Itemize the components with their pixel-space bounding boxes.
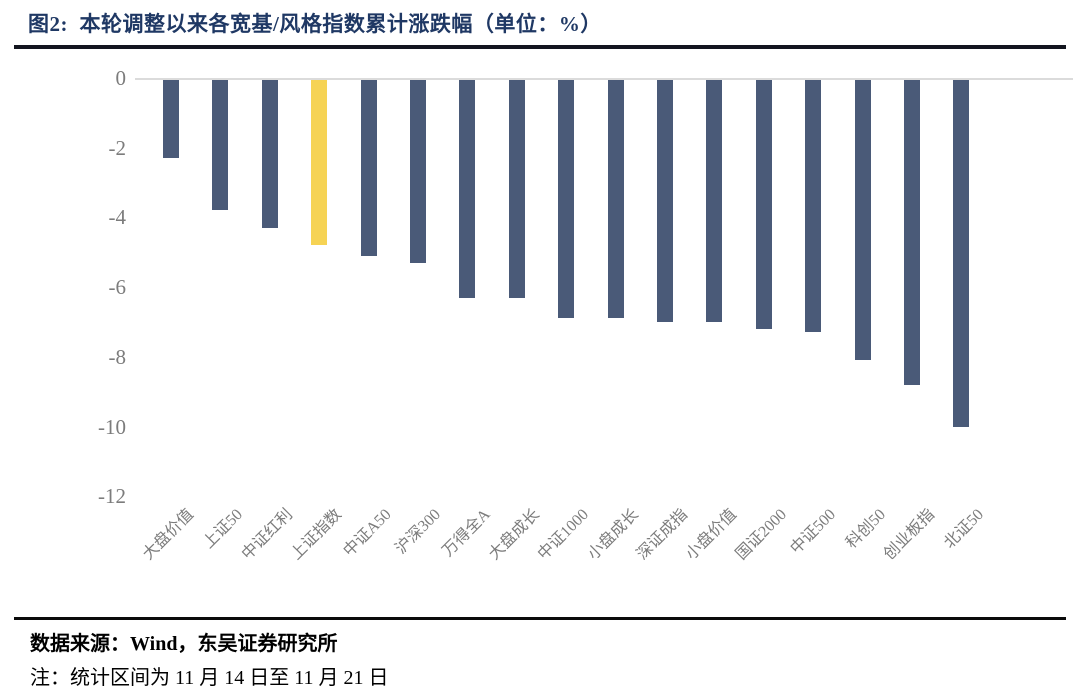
- x-category-label: 国证2000: [732, 506, 790, 564]
- x-category-label: 中证1000: [534, 506, 593, 564]
- bar: [410, 80, 426, 263]
- x-category-label: 大盘价值: [139, 506, 198, 564]
- x-category-label: 小盘价值: [683, 506, 741, 564]
- x-category-label: 上证50: [200, 506, 247, 552]
- x-category-label: 中证A50: [340, 506, 395, 561]
- y-tick-label: -12: [98, 484, 126, 509]
- bar-highlighted: [311, 80, 328, 246]
- x-category-label: 沪深300: [392, 506, 445, 558]
- bar: [953, 80, 970, 427]
- x-category-label: 万得全A: [439, 506, 494, 561]
- x-category-label: 深证成指: [633, 506, 692, 564]
- bar: [212, 80, 229, 211]
- y-tick-label: -6: [108, 275, 127, 300]
- y-tick-label: -4: [108, 205, 127, 230]
- x-category-label: 北证50: [941, 506, 988, 552]
- x-category-label: 科创50: [842, 506, 889, 552]
- figure-note-line: 注：统计区间为 11 月 14 日至 11 月 21 日: [30, 667, 389, 689]
- x-category-label: 小盘成长: [584, 506, 642, 564]
- bar-chart: 0 -2 -4 -6 -8 -10 -12 大盘价值 上证50 中证红利 上证指数 中证A50 沪深3…: [98, 66, 1073, 564]
- bar: [854, 80, 871, 361]
- data-source-line: 数据来源：Wind，东吴证券研究所: [30, 633, 338, 655]
- bar: [360, 80, 377, 256]
- bar: [706, 80, 723, 322]
- bar: [558, 80, 575, 319]
- title-divider: [14, 45, 1066, 49]
- y-tick-label: -10: [98, 414, 126, 439]
- footer-divider: [14, 617, 1066, 620]
- y-tick-label: -2: [108, 135, 127, 160]
- bar: [459, 80, 476, 298]
- bar: [508, 80, 525, 298]
- x-category-label: 上证指数: [287, 506, 346, 564]
- x-category-label: 大盘成长: [485, 506, 543, 564]
- figure-title: 图2: 本轮调整以来各宽基/风格指数累计涨跌幅（单位：%）: [28, 12, 602, 36]
- y-tick-label: 0: [115, 66, 127, 90]
- bar: [755, 80, 772, 329]
- x-axis-zero-line: [135, 78, 1073, 80]
- bar: [805, 80, 822, 333]
- bar: [607, 80, 624, 319]
- x-category-label: 创业板指: [880, 506, 939, 564]
- bar: [261, 80, 278, 228]
- bar: [904, 80, 920, 385]
- x-category-label: 中证500: [787, 506, 840, 558]
- bar: [163, 80, 179, 159]
- bar: [657, 80, 673, 322]
- y-tick-label: -8: [108, 344, 127, 369]
- x-category-label: 中证红利: [238, 506, 296, 564]
